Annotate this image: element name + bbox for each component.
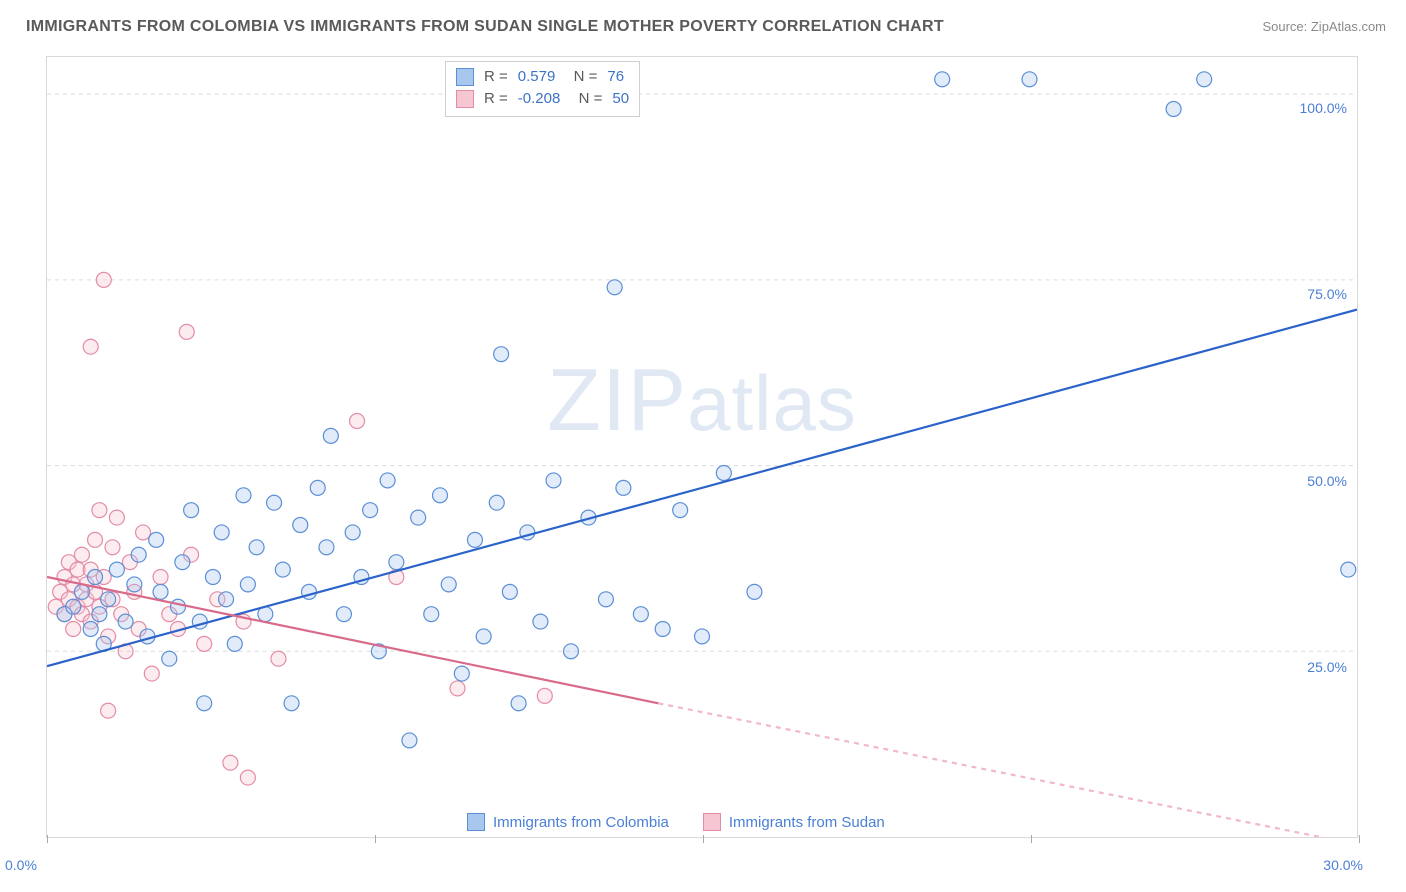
r-value-sudan: -0.208 bbox=[518, 88, 561, 110]
n-value-sudan: 50 bbox=[612, 88, 629, 110]
chart-canvas bbox=[47, 57, 1357, 837]
y-tick-label: 25.0% bbox=[1307, 659, 1347, 675]
legend-label: Immigrants from Sudan bbox=[729, 814, 885, 831]
source-label: Source: ZipAtlas.com bbox=[1262, 19, 1386, 34]
swatch-icon bbox=[456, 90, 474, 108]
n-value-colombia: 76 bbox=[607, 66, 624, 88]
series-legend: Immigrants from Colombia Immigrants from… bbox=[459, 811, 893, 833]
correlation-legend: R = 0.579 N = 76 R = -0.208 N = 50 bbox=[445, 61, 640, 117]
swatch-icon bbox=[456, 68, 474, 86]
swatch-icon bbox=[467, 813, 485, 831]
legend-row-sudan: R = -0.208 N = 50 bbox=[456, 88, 629, 110]
legend-item-colombia: Immigrants from Colombia bbox=[467, 813, 669, 831]
legend-item-sudan: Immigrants from Sudan bbox=[703, 813, 885, 831]
x-tick-label: 0.0% bbox=[5, 857, 37, 873]
y-tick-label: 100.0% bbox=[1300, 100, 1347, 116]
y-tick-label: 50.0% bbox=[1307, 473, 1347, 489]
swatch-icon bbox=[703, 813, 721, 831]
legend-label: Immigrants from Colombia bbox=[493, 814, 669, 831]
x-tick-label: 30.0% bbox=[1323, 857, 1363, 873]
y-tick-label: 75.0% bbox=[1307, 286, 1347, 302]
r-value-colombia: 0.579 bbox=[518, 66, 556, 88]
chart-title: IMMIGRANTS FROM COLOMBIA VS IMMIGRANTS F… bbox=[26, 18, 944, 36]
scatter-plot: ZIPatlas R = 0.579 N = 76 R = -0.208 N =… bbox=[46, 56, 1358, 838]
legend-row-colombia: R = 0.579 N = 76 bbox=[456, 66, 629, 88]
